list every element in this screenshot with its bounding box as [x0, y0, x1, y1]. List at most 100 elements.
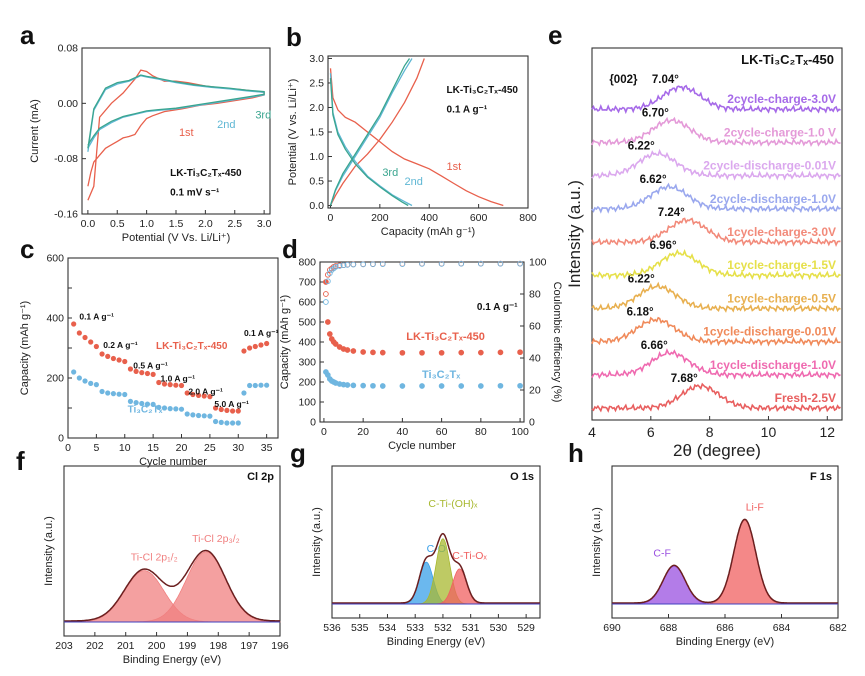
- curve-label: 3rd: [255, 110, 271, 122]
- x-tick-label: 100: [511, 426, 529, 438]
- data-point: [127, 366, 134, 372]
- x-tick-label: 20: [176, 442, 188, 454]
- y-axis-label: Intensity (a.u.): [591, 507, 603, 577]
- xrd-trace: [591, 248, 841, 281]
- y-tick-label: 400: [46, 313, 64, 325]
- data-point: [173, 382, 179, 388]
- data-point: [241, 390, 247, 396]
- panel-letter-g: g: [290, 438, 306, 468]
- y-tick-label: 100: [298, 397, 316, 409]
- x-tick-label: 35: [261, 442, 273, 454]
- data-point: [224, 420, 230, 426]
- trace-label: 2cycle-discharge-0.01V: [703, 159, 836, 173]
- data-point: [133, 400, 139, 406]
- x-tick-label: 2.5: [227, 218, 242, 230]
- data-point: [218, 419, 224, 425]
- y-axis-label: Intensity (a.u.): [565, 180, 584, 288]
- trace-label: 2cycle-discharge-1.0V: [710, 192, 836, 206]
- y-tick-label: 0: [310, 417, 316, 429]
- envelope-line: [612, 518, 838, 604]
- series-line: [87, 75, 265, 152]
- data-point: [116, 357, 122, 363]
- y-tick-label: -0.16: [54, 209, 78, 221]
- data-point: [190, 391, 196, 398]
- data-point: [370, 382, 376, 389]
- x-tick-label: 532: [434, 622, 452, 634]
- panel-title: F 1s: [810, 471, 832, 483]
- xrd-trace: [591, 281, 841, 313]
- y-tick-label: 200: [298, 377, 316, 389]
- curve-label: 1st: [179, 127, 194, 139]
- x-axis-label: Binding Energy (eV): [387, 636, 485, 648]
- x-tick-label: 40: [397, 426, 409, 438]
- data-point: [360, 261, 367, 268]
- x-axis-label: Potential (V Vs. Li/Li⁺): [122, 232, 231, 244]
- x-tick-label: 6: [647, 424, 655, 440]
- peak-label: Li-F: [746, 501, 764, 513]
- data-point: [264, 382, 270, 388]
- x-tick-label: 3.0: [257, 218, 272, 230]
- data-point: [201, 413, 207, 419]
- data-point: [360, 382, 367, 389]
- annotation: 2.0 A g⁻¹: [188, 387, 223, 397]
- panel-g: g 536 535 534 533 532 531 530 529 Binding Energy …: [290, 438, 541, 648]
- x-tick-label: 1.5: [169, 218, 184, 230]
- trace-label: 1cycle-discharge-1.0V: [710, 358, 836, 372]
- series-line: [329, 58, 425, 206]
- x-tick-label: 531: [462, 622, 480, 634]
- data-point: [497, 260, 504, 267]
- y-axis-label: Capacity (mAh g⁻¹): [19, 301, 31, 395]
- annotation: 0.5 A g⁻¹: [133, 360, 168, 370]
- plot-frame: [331, 465, 541, 619]
- data-point: [229, 420, 236, 426]
- x-tick-label: 15: [147, 442, 159, 454]
- series-line: [329, 68, 504, 207]
- peak-label: 6.96°: [650, 240, 677, 252]
- x-tick-label: 800: [519, 212, 537, 224]
- data-point: [207, 394, 213, 400]
- x-axis-label: Binding Energy (eV): [123, 654, 221, 666]
- x-tick-label: 0: [321, 426, 327, 438]
- annotation: 0.2 A g⁻¹: [103, 340, 138, 350]
- x-axis-label: Cycle number: [388, 440, 456, 452]
- curve-label: 2nd: [405, 176, 423, 188]
- panel-letter-a: a: [20, 20, 35, 50]
- x-tick-label: 530: [490, 622, 508, 634]
- y2-tick-label: 80: [529, 289, 541, 301]
- data-point: [105, 353, 111, 359]
- data-point: [184, 390, 190, 396]
- series-line: [87, 74, 265, 149]
- x-tick-label: 684: [773, 622, 791, 634]
- x-tick-label: 0: [328, 212, 334, 224]
- x-tick-label: 0.5: [110, 218, 125, 230]
- panel-b: b 0 200 400 600 800 0.0 0.5 1.0 1.5 2.0 2.5 3.0 Capac…: [286, 22, 537, 238]
- xrd-trace: [591, 148, 841, 181]
- data-point: [477, 260, 484, 267]
- data-point: [76, 330, 82, 336]
- data-point: [340, 262, 347, 269]
- data-point: [517, 349, 523, 356]
- peak-label: C-Ti-(OH)ₓ: [428, 498, 478, 510]
- plot-frame: [591, 47, 843, 421]
- data-point: [116, 391, 122, 397]
- data-point: [178, 382, 185, 389]
- x-tick-label: 30: [232, 442, 244, 454]
- panel-title: O 1s: [510, 471, 534, 483]
- data-point: [207, 413, 213, 419]
- x-axis-label: Binding Energy (eV): [676, 636, 774, 648]
- xrd-trace: [591, 348, 841, 380]
- trace-label: 1cycle-charge-0.5V: [727, 291, 836, 305]
- data-point: [438, 383, 445, 389]
- data-point: [324, 319, 331, 325]
- y-tick-label: 600: [298, 297, 316, 309]
- data-point: [497, 382, 504, 389]
- y2-tick-label: 60: [529, 321, 541, 333]
- y-tick-label: 1.0: [309, 151, 324, 163]
- y-tick-label: -0.08: [54, 153, 78, 165]
- peak-label: 7.04°: [652, 74, 679, 86]
- trace-label: 2cycle-charge-1.0 V: [724, 125, 836, 139]
- data-point: [264, 340, 270, 347]
- data-point: [517, 382, 523, 389]
- data-point: [127, 398, 134, 404]
